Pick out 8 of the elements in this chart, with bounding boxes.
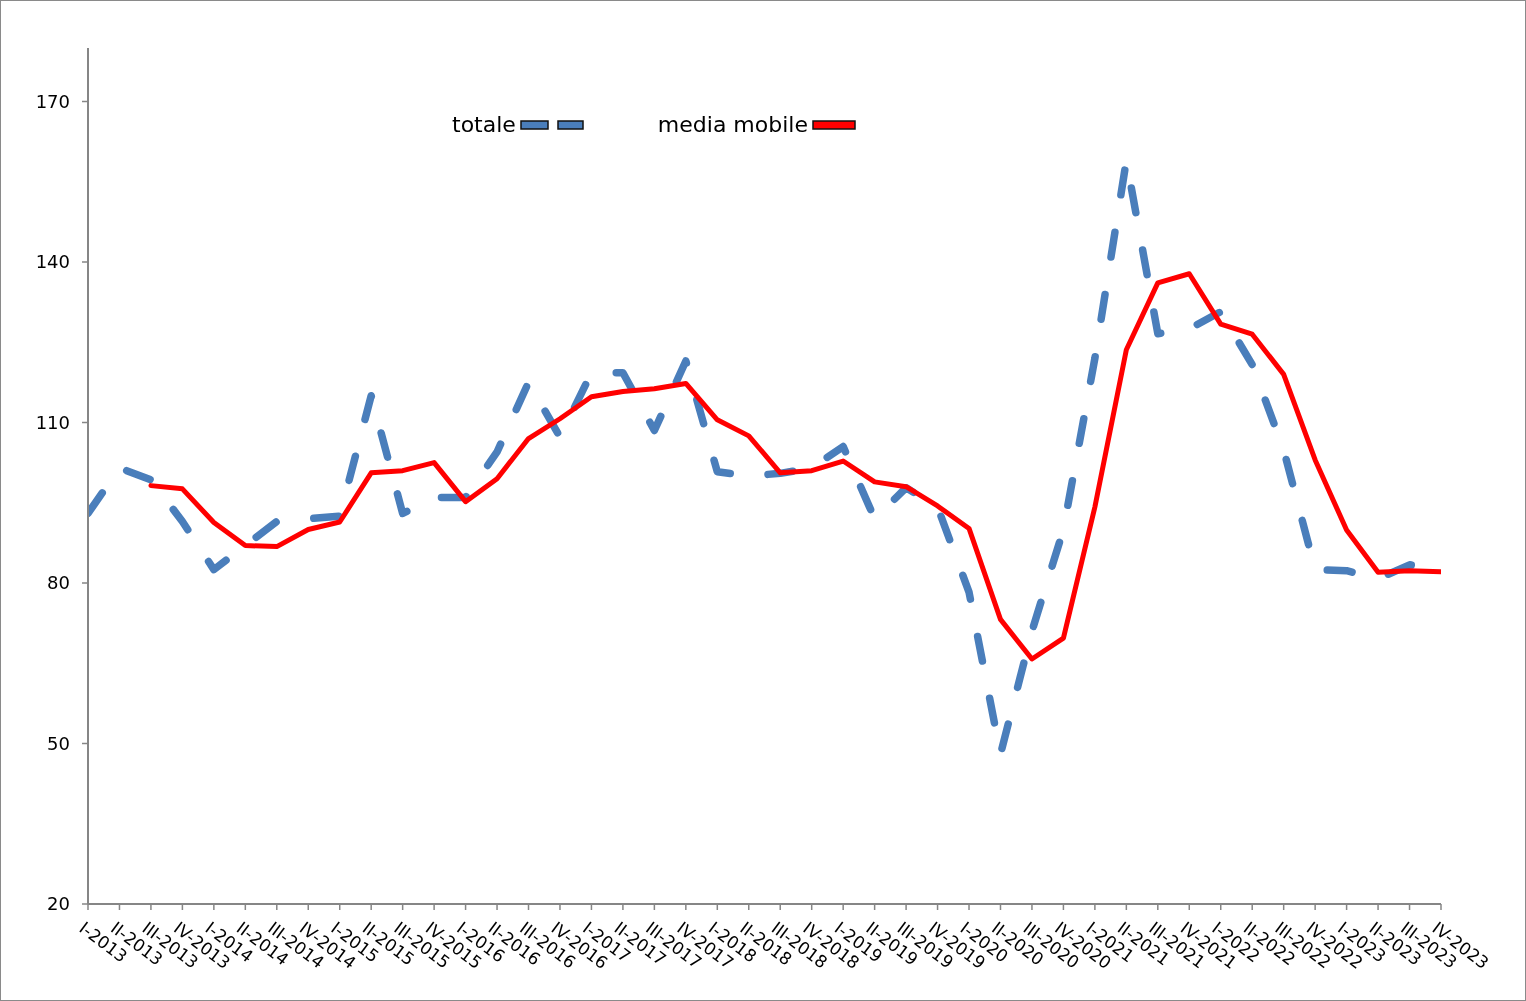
y-tick-label: 50 — [47, 732, 70, 754]
y-tick-label: 140 — [35, 251, 70, 273]
y-tick-label: 20 — [47, 893, 70, 915]
y-tick-label: 110 — [35, 411, 70, 433]
legend-label: totale — [452, 112, 516, 137]
y-tick-label: 80 — [47, 572, 70, 594]
y-tick-label: 170 — [35, 90, 70, 112]
legend-label: media mobile — [657, 112, 808, 137]
